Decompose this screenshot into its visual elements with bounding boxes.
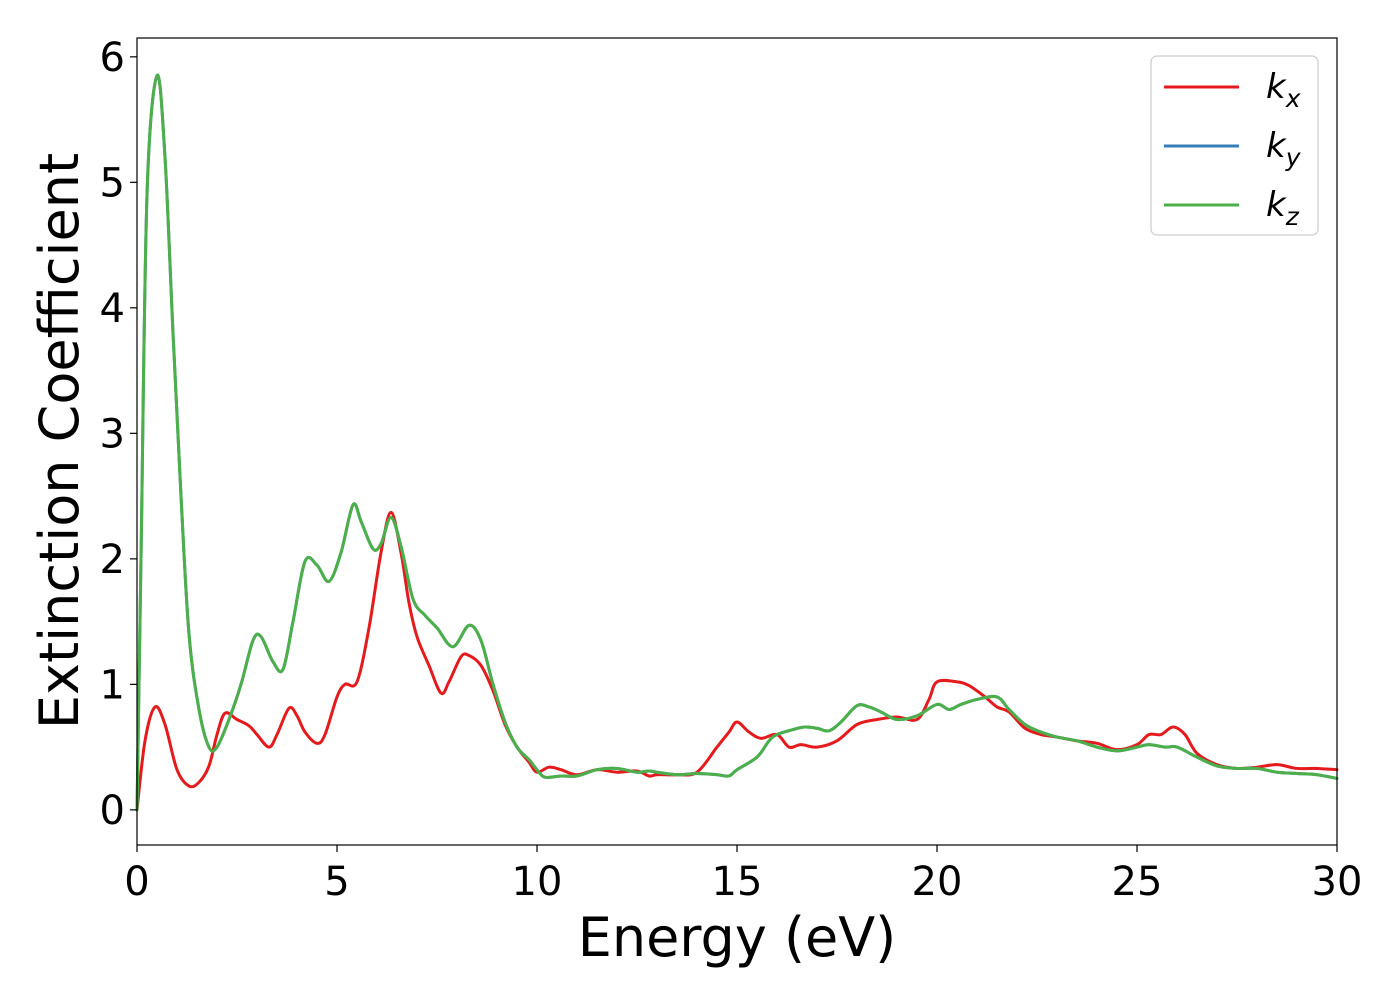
x-axis-title: Energy (eV) [578,906,897,969]
series-line-z [135,73,1339,812]
legend-label-x: kx [1266,67,1301,113]
y-tick-label: 3 [100,411,125,457]
y-tick-label: 2 [100,537,125,583]
y-tick-label: 1 [100,662,125,708]
series-layer [135,73,1339,812]
x-tick-label: 0 [124,859,149,905]
x-tick-label: 30 [1312,859,1363,905]
plot-background [137,38,1337,845]
y-tick-label: 4 [100,286,125,332]
y-axis-ticks: 0 1 2 3 4 5 6 [100,35,137,834]
x-tick-label: 15 [712,859,763,905]
x-tick-label: 10 [512,859,563,905]
y-tick-label: 5 [100,160,125,206]
y-tick-label: 6 [100,35,125,81]
legend-label-y: ky [1266,126,1302,172]
x-tick-label: 20 [912,859,963,905]
y-tick-label: 0 [100,788,125,834]
x-tick-label: 25 [1112,859,1163,905]
x-axis-ticks: 0 5 10 15 20 25 30 [124,845,1362,905]
legend: kx ky kz [1150,55,1319,236]
legend-label-z: kz [1266,185,1300,231]
x-tick-label: 5 [324,859,349,905]
y-axis-title: Extinction Coefficient [28,153,91,729]
